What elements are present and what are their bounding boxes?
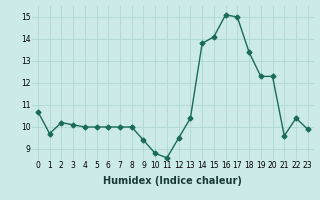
X-axis label: Humidex (Indice chaleur): Humidex (Indice chaleur) [103,176,242,186]
